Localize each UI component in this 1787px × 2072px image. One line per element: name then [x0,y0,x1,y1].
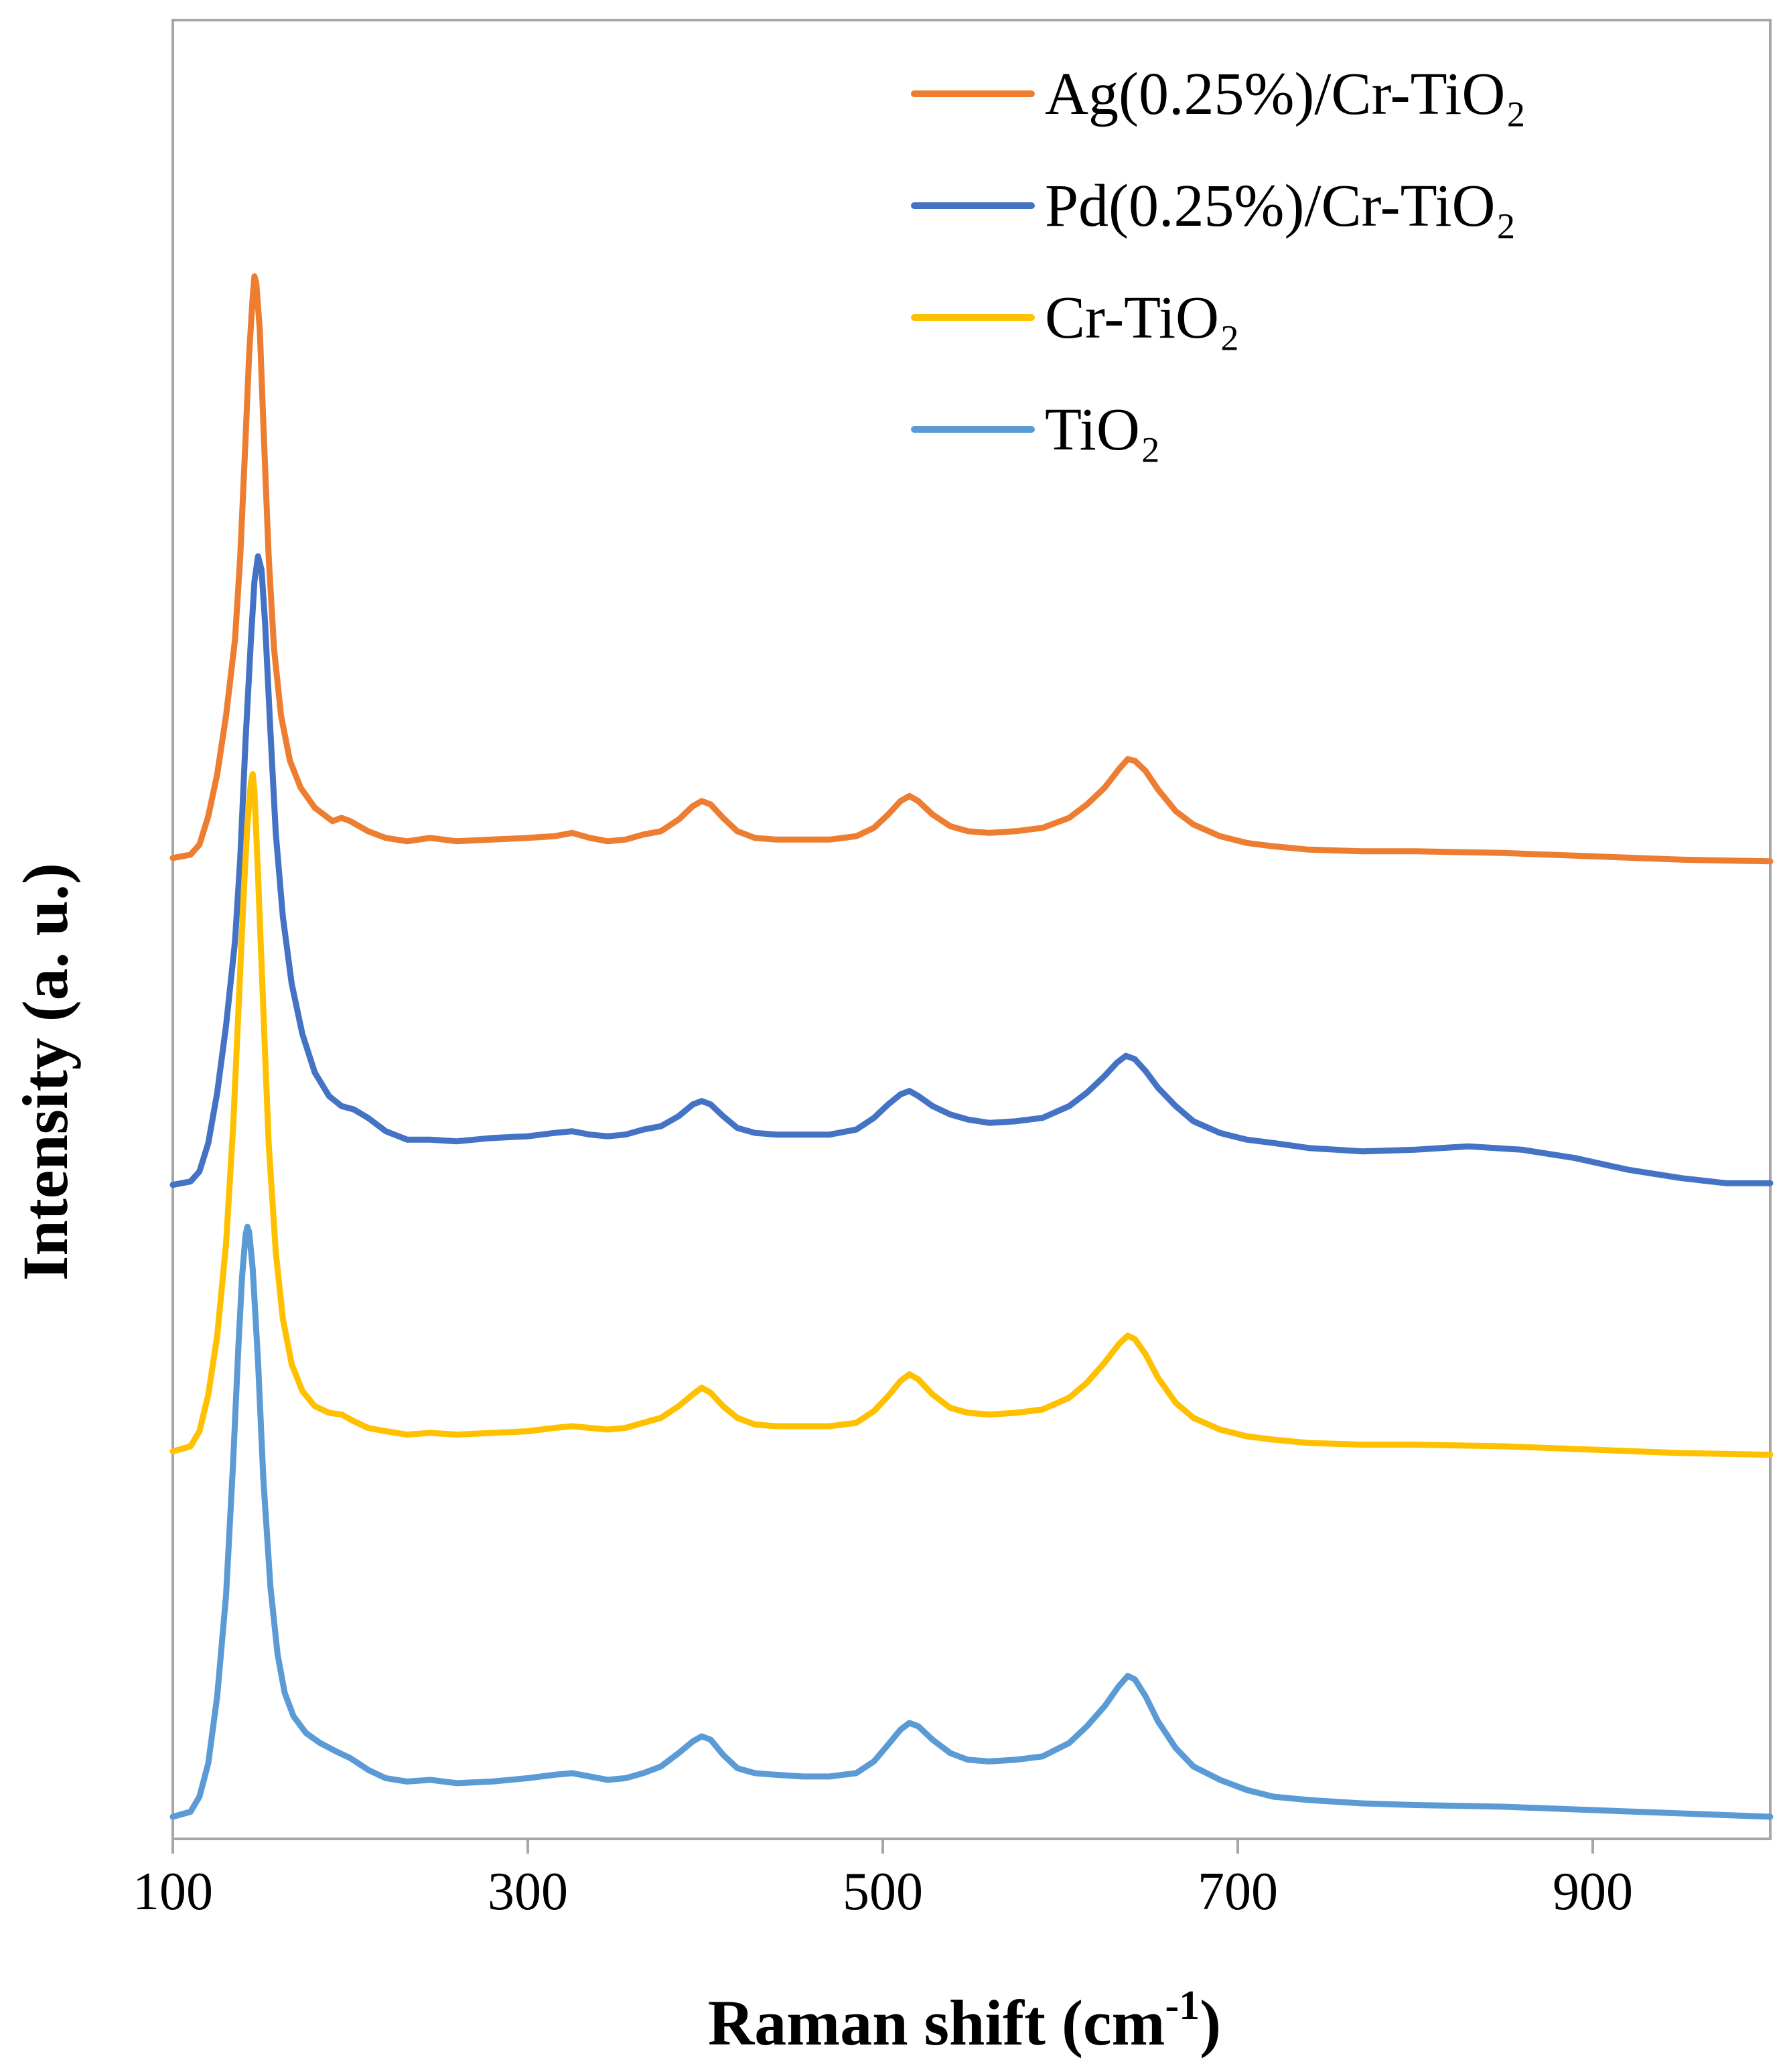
legend-label-1: Pd(0.25%)/Cr-TiO₂ [1045,173,1516,239]
legend-label-3: TiO₂ [1045,397,1161,463]
legend: Ag(0.25%)/Cr-TiO₂ Pd(0.25%)/Cr-TiO₂ Cr-TiO… [911,61,1526,463]
x-axis-label-superscript: -1 [1165,1983,1200,2028]
series-line-3 [169,1223,1774,1820]
series-line-2 [169,771,1774,1458]
x-tick-label-300: 300 [488,1862,568,1921]
y-axis-label: Intensity (a. u.) [9,863,81,1281]
legend-label-2: Cr-TiO₂ [1045,285,1240,351]
x-tick-label-900: 900 [1553,1862,1633,1921]
x-axis-ticks [171,1839,1594,1854]
x-tick-label-500: 500 [843,1862,923,1921]
x-axis-label-close: ) [1200,1987,1221,2059]
x-tick-label-700: 700 [1198,1862,1278,1921]
x-axis-label: Raman shift (cm-1) [708,1983,1221,2059]
x-axis-tick-labels: 100 300 500 700 900 [133,1862,1633,1921]
plot-frame [171,19,1772,1840]
series-line-1 [169,553,1774,1188]
legend-label-0: Ag(0.25%)/Cr-TiO₂ [1045,61,1526,127]
series-line-0 [169,273,1774,865]
x-tick-label-100: 100 [133,1862,213,1921]
series-lines [169,273,1774,1820]
x-axis-label-text: Raman shift (cm [708,1987,1165,2059]
